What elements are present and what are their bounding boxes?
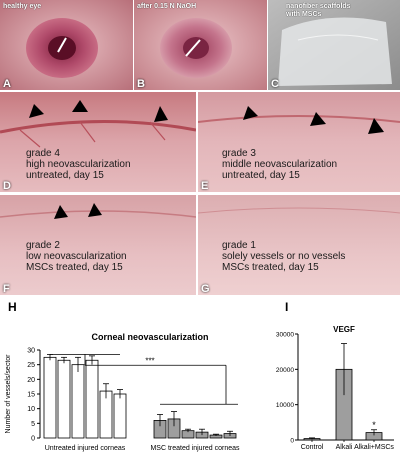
chart-h-ytick-label-6: 30 [27,348,35,355]
chart-h-bar-0-1 [57,359,71,439]
caption-c-line1: nanofiber scaffolds [286,3,351,10]
chart-h-group1-label: MSC treated injured corneas [150,445,240,452]
chart-h-ytick-label-3: 15 [27,392,35,399]
grade-f-line3: MSCs treated, day 15 [26,262,123,273]
panel-g-photo: grade 1 solely vessels or no vessels MSC… [198,195,400,295]
panel-letter-c: C [271,78,279,90]
chart-i-xtick-label-2: Alkali+MSCs [354,444,394,451]
panel-letter-b: B [137,78,145,90]
chart-h-bar-0-0 [43,356,57,439]
chart-h-ytick-label-5: 25 [27,362,35,369]
panel-letter-f: F [3,283,10,295]
injured-eye-image [134,0,267,90]
healthy-eye-image [0,0,133,90]
caption-b: after 0.15 N NaOH [137,3,197,10]
grade-e-line1: grade 3 [222,148,256,159]
panel-letter-d: D [3,180,11,192]
panel-f-photo: grade 2 low neovascularization MSCs trea… [0,195,196,295]
panel-a-photo: healthy eye A [0,0,133,90]
panel-letter-e: E [201,180,209,192]
chart-h-significance: *** [145,356,154,365]
grade-g-line3: MSCs treated, day 15 [222,262,319,273]
grade3-eye-image [198,92,400,192]
chart-i-ytick-label-1: 10000 [276,402,294,409]
caption-a: healthy eye [3,3,42,10]
chart-h-group0-label: Untreated injured corneas [45,445,126,452]
grade-d-line3: untreated, day 15 [26,170,104,181]
chart-h-bar-0-5 [113,393,127,439]
chart-h-ytick-label-1: 5 [31,421,35,428]
chart-h-ytick-label-0: 0 [31,436,35,443]
caption-c-line2: with MSCs [286,11,322,18]
grade-f-line1: grade 2 [26,240,60,251]
chart-i-xtick-label-0: Control [301,444,324,451]
panel-d-photo: grade 4 high neovascularization untreate… [0,92,196,192]
chart-i-xtick-label-1: Alkali [336,444,353,451]
chart-h-bar-0-3 [85,359,99,439]
grade-f-line2: low neovascularization [26,251,127,262]
chart-i-title: VEGF [333,325,355,334]
panel-letter-a: A [3,78,11,90]
corneal-neovascularization-chart: Corneal neovascularization Number of vess… [5,332,240,452]
chart-h-ytick-label-4: 20 [27,377,35,384]
panel-c-photo: nanofiber scaffolds with MSCs C [268,0,400,90]
chart-i-ytick-label-0: 0 [290,438,294,445]
grade-g-line2: solely vessels or no vessels [222,251,346,262]
chart-i-ytick-label-2: 20000 [276,367,294,374]
grade-g-line1: grade 1 [222,240,256,251]
panel-letter-i: I [285,300,289,314]
chart-h-title: Corneal neovascularization [91,332,208,342]
chart-h-bar-0-2 [71,364,85,439]
grade-d-line1: grade 4 [26,148,60,159]
chart-h-ytick-label-2: 10 [27,406,35,413]
nanofiber-scaffold-image [268,0,400,90]
grade-d-line2: high neovascularization [26,159,131,170]
panel-letter-h: H [8,300,17,314]
grade2-eye-image [0,195,196,295]
chart-i-ytick-label-3: 30000 [276,332,294,339]
grade1-eye-image [198,195,400,295]
panel-b-photo: after 0.15 N NaOH B [134,0,267,90]
panel-letter-g: G [201,283,210,295]
chart-h-ylabel: Number of vessels/sector [5,354,12,434]
grade-e-line2: middle neovascularization [222,159,338,170]
grade-e-line3: untreated, day 15 [222,170,300,181]
panel-e-photo: grade 3 middle neovascularization untrea… [198,92,400,192]
chart-i-annotation: * [372,420,376,430]
vegf-chart: VEGF 0 10000 20000 30000 Control Alkali Alkali+… [276,325,395,451]
grade4-eye-image [0,92,196,192]
